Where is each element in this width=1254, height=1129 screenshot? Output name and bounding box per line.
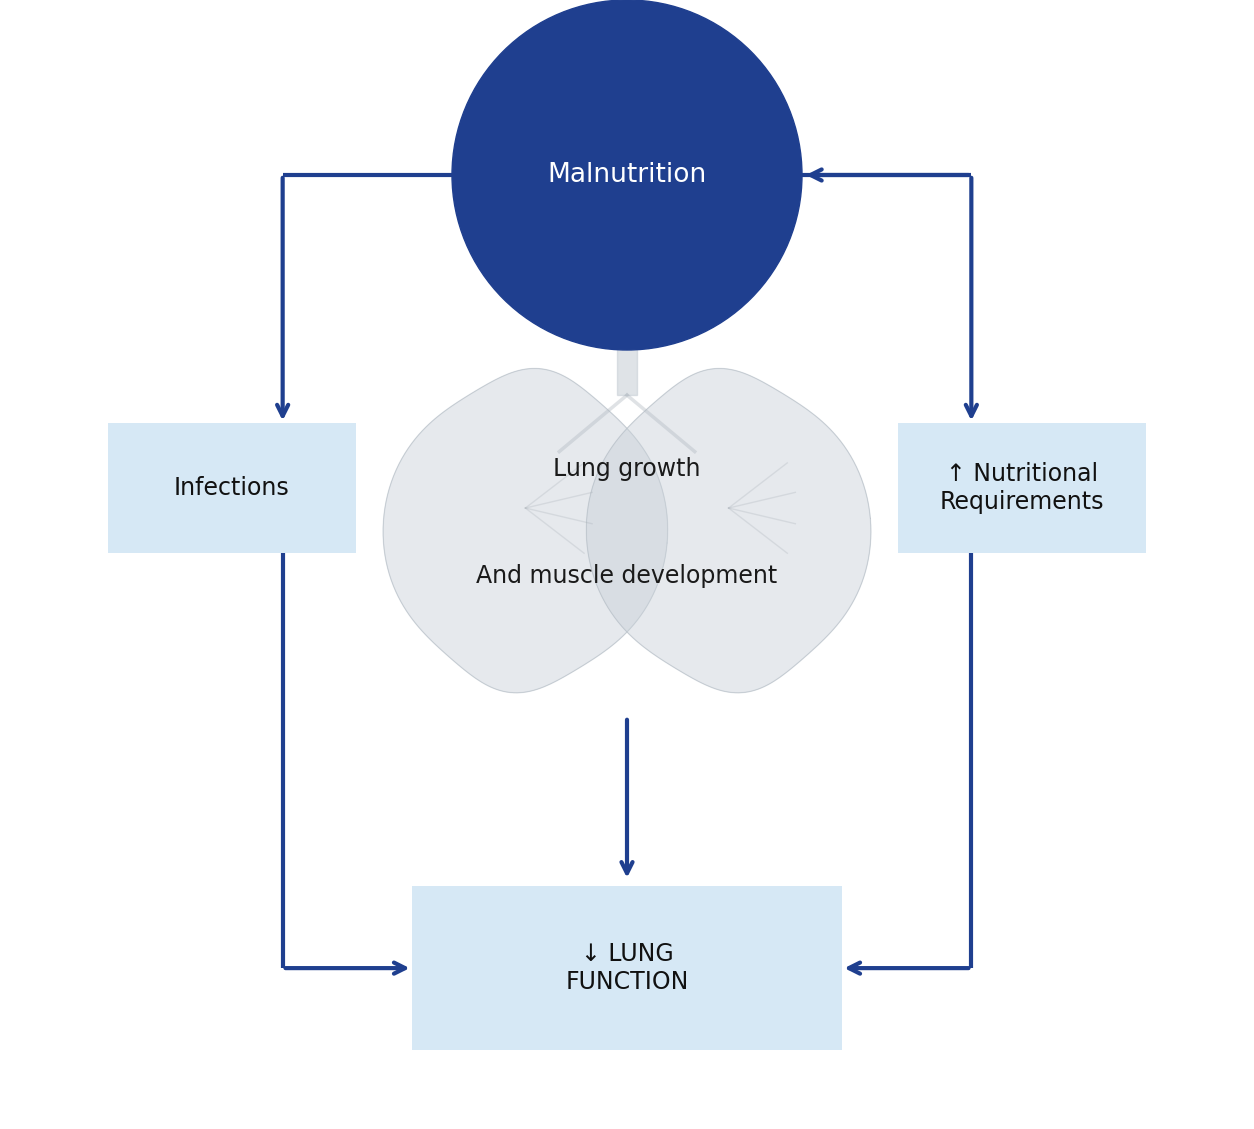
Text: ↓ LUNG
FUNCTION: ↓ LUNG FUNCTION (566, 943, 688, 994)
FancyBboxPatch shape (413, 886, 841, 1050)
FancyBboxPatch shape (898, 423, 1146, 553)
Bar (617, 316, 637, 395)
Polygon shape (384, 368, 667, 693)
Text: Malnutrition: Malnutrition (548, 161, 706, 189)
Text: And muscle development: And muscle development (477, 563, 777, 588)
Text: Lung growth: Lung growth (553, 456, 701, 481)
Text: Infections: Infections (174, 476, 290, 500)
FancyBboxPatch shape (108, 423, 356, 553)
Polygon shape (587, 368, 870, 693)
Circle shape (451, 0, 803, 350)
Text: ↑ Nutritional
Requirements: ↑ Nutritional Requirements (940, 463, 1105, 514)
